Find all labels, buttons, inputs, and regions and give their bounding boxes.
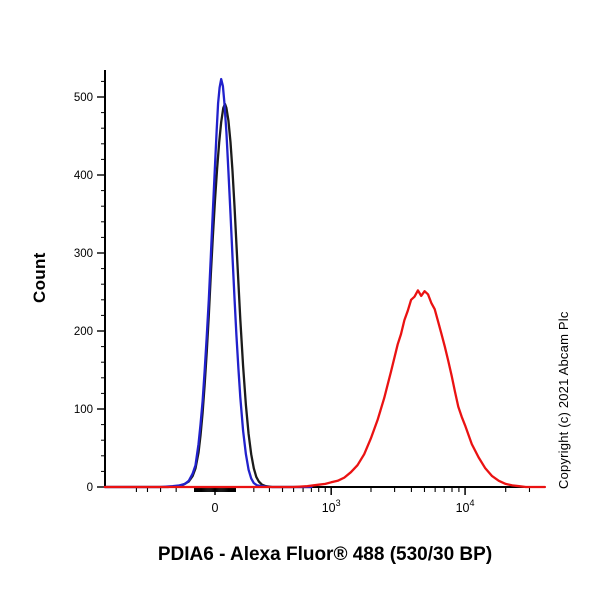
blue-curve [103, 77, 313, 489]
y-axis: 0 100 200 300 400 500 [74, 70, 106, 494]
series-blue-curve [103, 77, 313, 489]
y-tick-label: 100 [74, 404, 93, 416]
copyright-text: Copyright (c) 2021 Abcam Plc [556, 311, 571, 489]
y-tick-label: 0 [87, 482, 93, 494]
x-axis: 0 103 104 [105, 486, 545, 515]
y-tick-label: 500 [74, 92, 93, 104]
y-tick-label: 300 [74, 248, 93, 260]
x-tick-label: 103 [322, 498, 341, 515]
chart-title: PDIA6 - Alexa Fluor® 488 (530/30 BP) [157, 544, 493, 565]
red-curve [103, 289, 547, 489]
y-tick-label: 200 [74, 326, 93, 338]
y-tick-label: 400 [74, 170, 93, 182]
x-tick-label: 104 [456, 498, 475, 515]
series-red-curve [103, 289, 547, 489]
x-tick-label: 0 [212, 501, 219, 515]
